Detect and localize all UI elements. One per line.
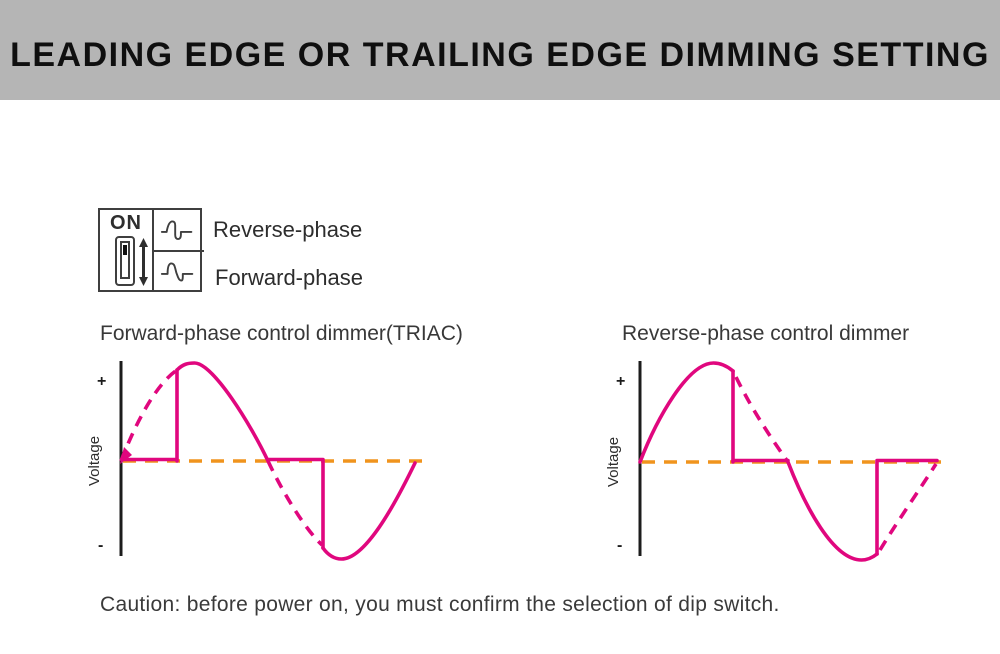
right-sine-negative [786,460,879,562]
reverse-phase-cell [156,212,202,248]
arrow-up-icon [139,238,148,262]
dip-switch-slot [120,241,130,279]
left-dashed-cut-2 [266,460,324,547]
reverse-phase-label: Reverse-phase [213,217,363,242]
left-dashed-cut-1 [119,368,179,462]
forward-phase-waveform-chart: + - Voltage [86,361,428,561]
left-plus-label: + [97,373,106,390]
page-title: LEADING EDGE OR TRAILING EDGE DIMMING SE… [10,35,990,74]
dip-switch-legend-box: ON [98,208,204,292]
right-chart-title: Reverse-phase control dimmer [622,322,910,345]
right-dashed-cut-1 [734,376,790,464]
trailing-edge-waveform-icon [160,220,193,241]
arrow-down-icon [139,262,148,286]
left-voltage-label: Voltage [86,436,103,486]
forward-phase-label: Forward-phase [215,265,363,290]
forward-phase-cell [156,254,202,290]
left-sine-positive [175,361,270,463]
left-sine-negative [321,461,417,561]
dip-switch-knob [123,245,127,255]
leading-edge-waveform-icon [160,262,194,282]
dip-switch [115,236,135,286]
right-dashed-cut-2 [878,463,938,551]
left-minus-label: - [98,537,103,554]
legend-horizontal-divider [152,250,204,252]
left-chart-title: Forward-phase control dimmer(TRIAC) [100,322,463,345]
reverse-phase-waveform-chart: + - Voltage [605,361,950,562]
right-plus-label: + [616,373,625,390]
right-voltage-label: Voltage [605,437,622,487]
header-band: LEADING EDGE OR TRAILING EDGE DIMMING SE… [0,0,1000,100]
caution-text: Caution: before power on, you must confi… [100,593,780,616]
right-sine-positive [638,361,735,464]
right-minus-label: - [617,537,622,554]
dip-on-label: ON [110,212,142,234]
